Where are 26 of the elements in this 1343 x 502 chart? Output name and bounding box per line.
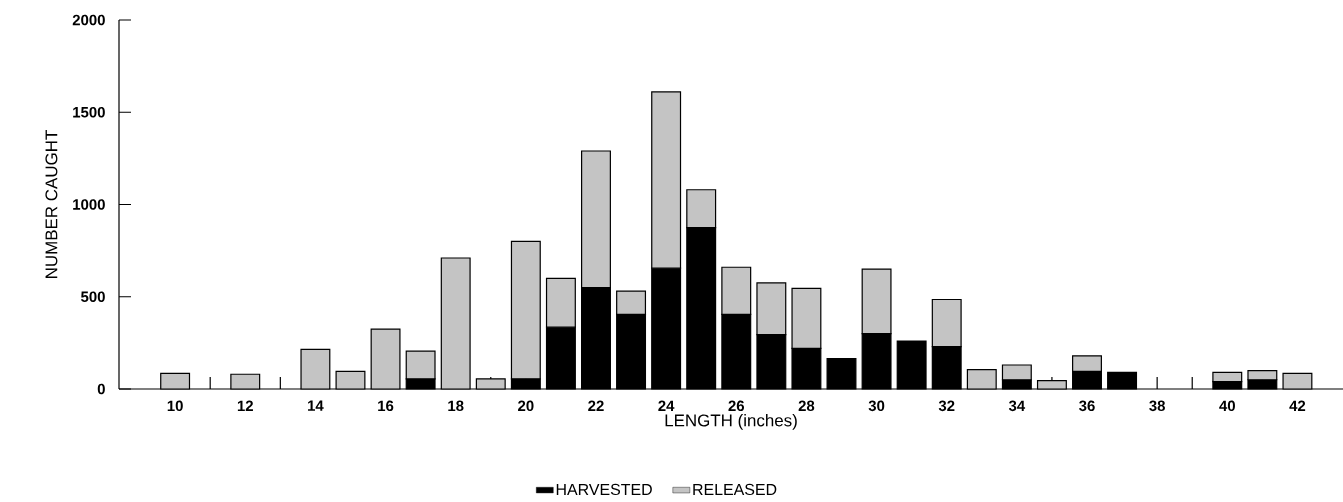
x-tick-label: 18 — [448, 400, 464, 412]
x-tick-label: 38 — [1149, 400, 1165, 412]
x-tick-label: 36 — [1079, 400, 1095, 412]
y-tick-label: 2000 — [72, 14, 105, 26]
x-tick-label: 26 — [728, 400, 745, 412]
x-tick-label: 22 — [588, 400, 604, 411]
x-tick-label: 30 — [868, 400, 885, 412]
x-tick-label: 16 — [378, 400, 394, 412]
legend-label: RELEASED — [693, 483, 777, 496]
x-tick-label: 20 — [518, 400, 534, 412]
legend-label: HARVESTED — [556, 483, 652, 496]
x-tick-label: 34 — [1008, 400, 1026, 412]
y-tick-label: 0 — [97, 383, 105, 395]
x-axis-title: LENGTH (inches) — [665, 413, 797, 430]
y-tick-label: 1500 — [73, 106, 105, 118]
x-tick-label: 40 — [1219, 400, 1235, 412]
x-tick-label: 42 — [1289, 400, 1306, 411]
x-tick-label: 12 — [237, 400, 253, 411]
y-axis-title: NUMBER CAUGHT — [45, 130, 58, 278]
x-tick-label: 24 — [658, 400, 675, 411]
x-tick-label: 32 — [938, 400, 955, 412]
x-tick-label: 28 — [798, 400, 815, 412]
x-tick-label: 14 — [308, 400, 324, 411]
x-tick-label: 10 — [167, 400, 183, 412]
y-tick-label: 1000 — [73, 199, 105, 210]
y-tick-label: 500 — [81, 291, 105, 303]
